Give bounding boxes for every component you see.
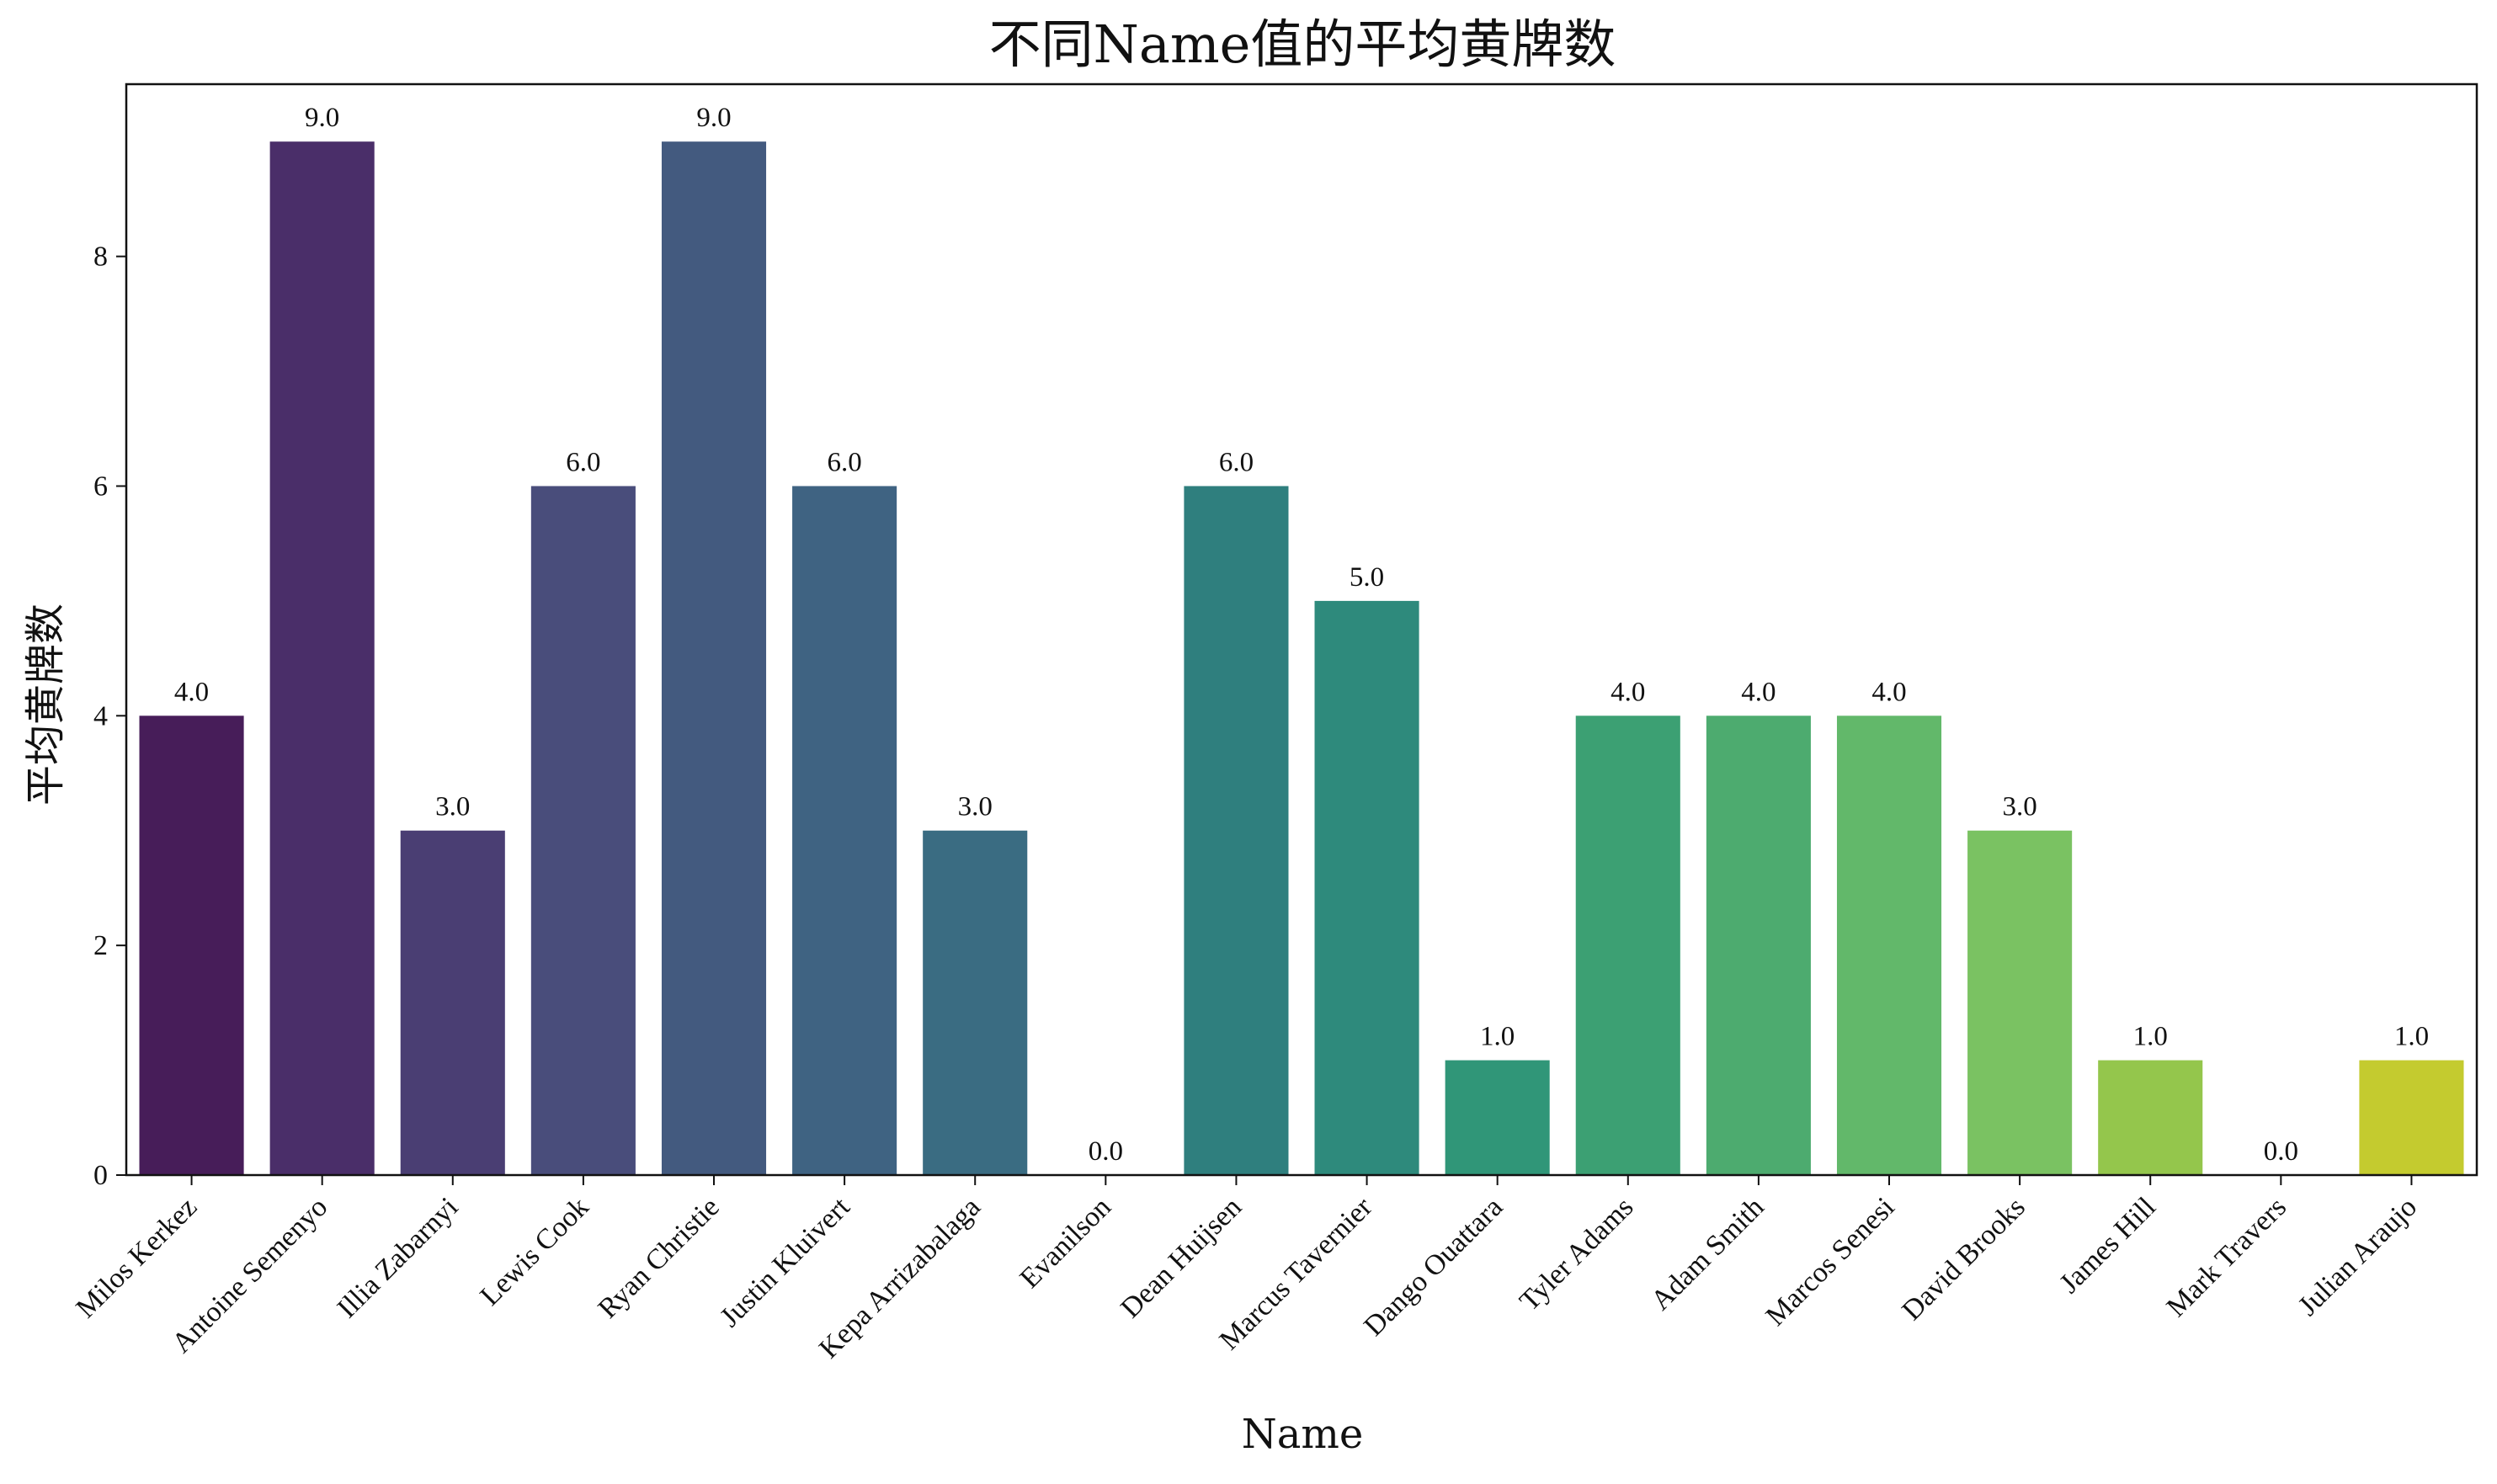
bar bbox=[1575, 715, 1680, 1175]
bar bbox=[530, 486, 636, 1175]
data-label: 5.0 bbox=[1350, 562, 1384, 593]
bar bbox=[1184, 486, 1289, 1175]
bar bbox=[2098, 1060, 2203, 1175]
data-label: 9.0 bbox=[305, 103, 339, 133]
bar bbox=[1967, 830, 2073, 1175]
data-label: 0.0 bbox=[1089, 1136, 1123, 1167]
y-tick-label: 8 bbox=[93, 242, 108, 273]
data-label: 6.0 bbox=[566, 447, 600, 477]
y-tick-label: 6 bbox=[93, 471, 108, 502]
data-label: 1.0 bbox=[2394, 1022, 2429, 1052]
bar bbox=[1706, 715, 1811, 1175]
data-label: 0.0 bbox=[2264, 1136, 2298, 1167]
bar bbox=[139, 715, 244, 1175]
bars-layer bbox=[139, 141, 2464, 1176]
x-axis-label: Name bbox=[1242, 1411, 1364, 1458]
chart-title: 不同Name值的平均黄牌数 bbox=[989, 13, 1616, 75]
data-label: 4.0 bbox=[174, 677, 209, 707]
bar bbox=[1445, 1060, 1550, 1175]
y-tick-label: 0 bbox=[93, 1160, 108, 1191]
value-labels-layer: 4.0 9.0 3.0 6.0 9.0 6.0 3.0 0.0 6.0 5.0 1.0 4.0 4.0 4… bbox=[174, 103, 2429, 1167]
plot-frame bbox=[125, 82, 2478, 1177]
bar bbox=[1314, 600, 1419, 1175]
bar bbox=[792, 486, 897, 1175]
y-axis: 0 2 4 6 8 bbox=[93, 242, 126, 1191]
data-label: 1.0 bbox=[1480, 1022, 1515, 1052]
y-tick-label: 2 bbox=[93, 930, 108, 961]
bar bbox=[269, 141, 375, 1176]
bar bbox=[661, 141, 767, 1176]
data-label: 3.0 bbox=[435, 792, 470, 822]
bar bbox=[923, 830, 1028, 1175]
y-tick-label: 4 bbox=[93, 700, 108, 731]
data-label: 4.0 bbox=[1611, 677, 1645, 707]
bar bbox=[1836, 715, 1942, 1175]
data-label: 6.0 bbox=[1219, 447, 1254, 477]
data-label: 9.0 bbox=[696, 103, 731, 133]
data-label: 4.0 bbox=[1741, 677, 1776, 707]
bar bbox=[400, 830, 505, 1175]
bar bbox=[2359, 1060, 2464, 1175]
y-axis-label: 平均黄牌数 bbox=[22, 604, 69, 806]
data-label: 1.0 bbox=[2133, 1022, 2168, 1052]
data-label: 6.0 bbox=[827, 447, 861, 477]
data-label: 3.0 bbox=[958, 792, 993, 822]
data-label: 4.0 bbox=[1871, 677, 1906, 707]
data-label: 3.0 bbox=[2002, 792, 2036, 822]
